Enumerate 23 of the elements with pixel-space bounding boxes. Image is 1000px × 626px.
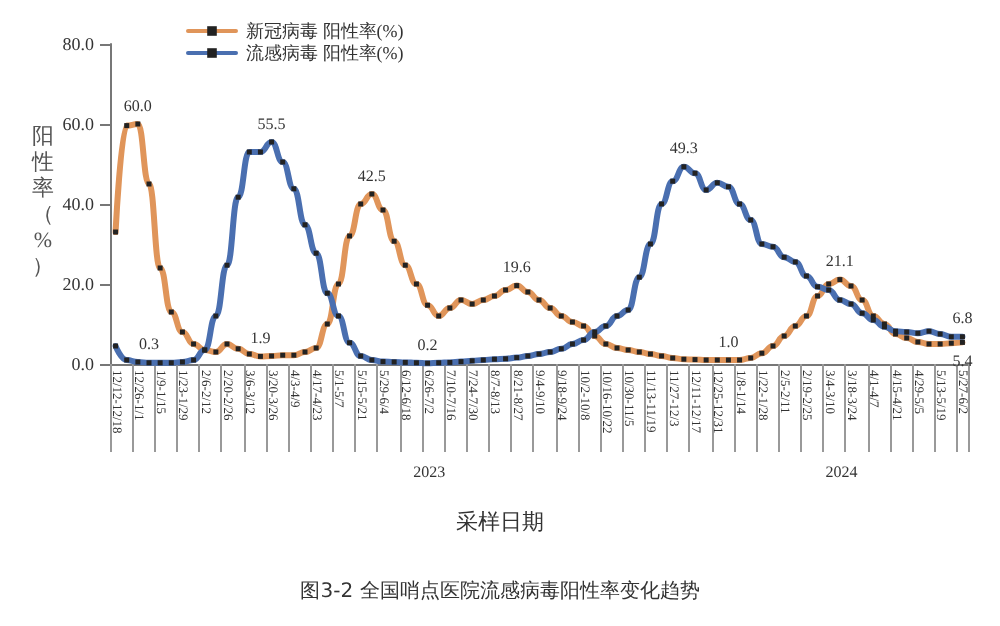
data-label: 21.1 [825, 252, 854, 271]
text: 2024 [825, 463, 858, 481]
y-tick-label: 40.0 [62, 194, 95, 214]
text: 图3-2 全国哨点医院流感病毒阳性率变化趋势 [300, 579, 700, 603]
y-tick-label: 80.0 [62, 34, 95, 54]
legend-label: 流感病毒 阳性率(%) [246, 43, 404, 63]
data-label: 55.5 [257, 114, 286, 133]
x-axis-title: 采样日期 [456, 509, 544, 535]
y-tick-label: 0.0 [71, 354, 95, 374]
y-tick-label: 20.0 [62, 274, 95, 294]
legend-label: 新冠病毒 阳性率(%) [246, 21, 404, 41]
data-label: 1.9 [250, 328, 271, 347]
y-axis-title: 阳性率（%） [30, 125, 54, 279]
data-label: 1.0 [718, 332, 739, 351]
data-label: 60.0 [123, 96, 152, 115]
data-label: 6.8 [952, 309, 973, 328]
y-tick-label: 60.0 [62, 114, 95, 134]
data-label: 49.3 [669, 139, 698, 158]
data-label: 0.3 [139, 335, 159, 354]
data-label: 0.2 [417, 335, 438, 354]
data-label: 19.6 [502, 258, 531, 277]
text: 2023 [413, 463, 446, 481]
data-label: 42.5 [357, 166, 386, 185]
